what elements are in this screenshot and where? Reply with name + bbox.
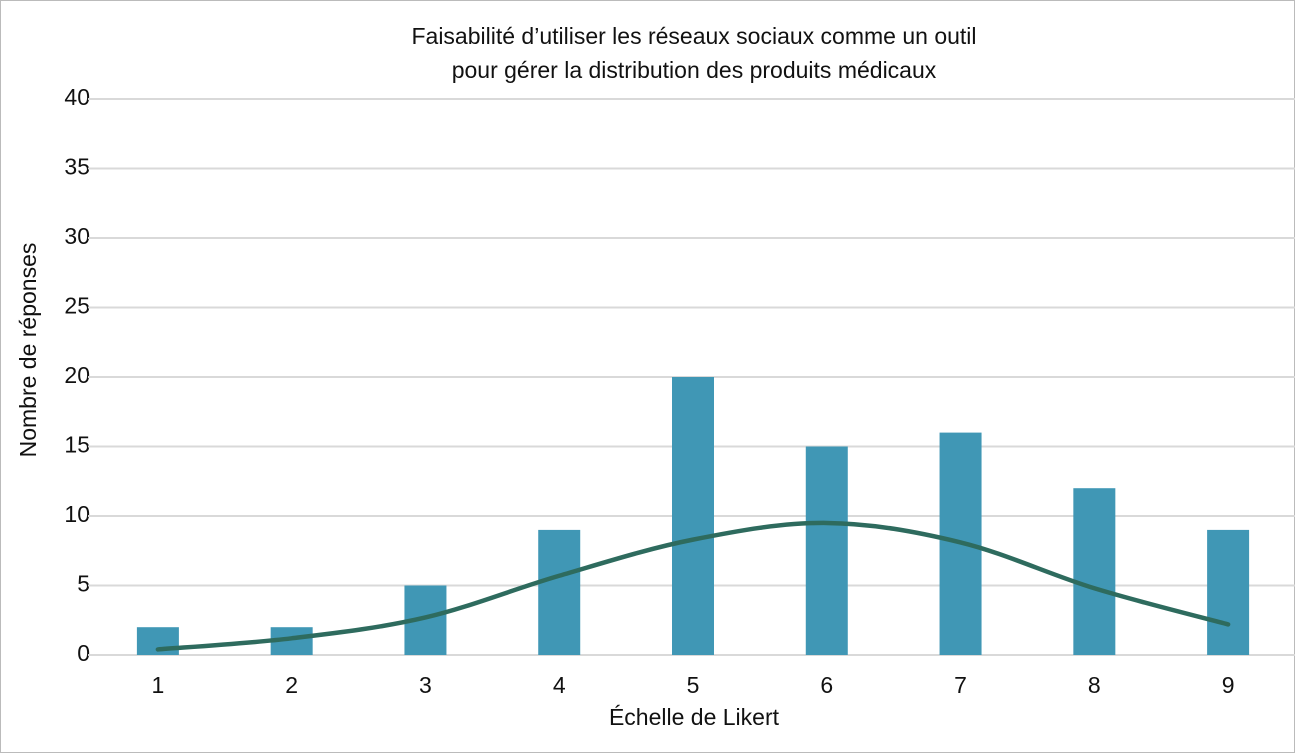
x-tick-label: 7 bbox=[954, 672, 967, 698]
trend-line bbox=[155, 520, 1231, 652]
bar bbox=[672, 377, 714, 655]
bar bbox=[1207, 529, 1250, 655]
y-tick-label: 10 bbox=[64, 501, 90, 527]
y-tick-label: 0 bbox=[77, 640, 90, 666]
y-tick-label: 40 bbox=[64, 84, 90, 110]
y-tick-label: 30 bbox=[64, 223, 90, 249]
y-tick-label: 20 bbox=[64, 362, 90, 388]
y-tick-label: 5 bbox=[77, 571, 90, 597]
x-tick-label: 6 bbox=[820, 672, 833, 698]
bar bbox=[538, 529, 581, 655]
x-tick-label: 5 bbox=[687, 672, 700, 698]
x-tick-label: 3 bbox=[419, 672, 432, 698]
x-axis-label: Échelle de Likert bbox=[609, 704, 780, 730]
x-tick-label: 8 bbox=[1088, 672, 1101, 698]
bar bbox=[1073, 488, 1116, 655]
x-tick-label: 2 bbox=[285, 672, 298, 698]
chart-title: Faisabilité d’utiliser les réseaux socia… bbox=[411, 23, 976, 49]
y-axis-label: Nombre de réponses bbox=[15, 243, 41, 458]
x-tick-label: 4 bbox=[553, 672, 566, 698]
y-tick-label: 25 bbox=[64, 293, 90, 319]
bar bbox=[805, 446, 848, 655]
chart-title: pour gérer la distribution des produits … bbox=[452, 57, 937, 83]
y-tick-label: 35 bbox=[64, 154, 90, 180]
x-tick-label: 1 bbox=[151, 672, 164, 698]
x-tick-label: 9 bbox=[1222, 672, 1235, 698]
y-tick-label: 15 bbox=[64, 432, 90, 458]
